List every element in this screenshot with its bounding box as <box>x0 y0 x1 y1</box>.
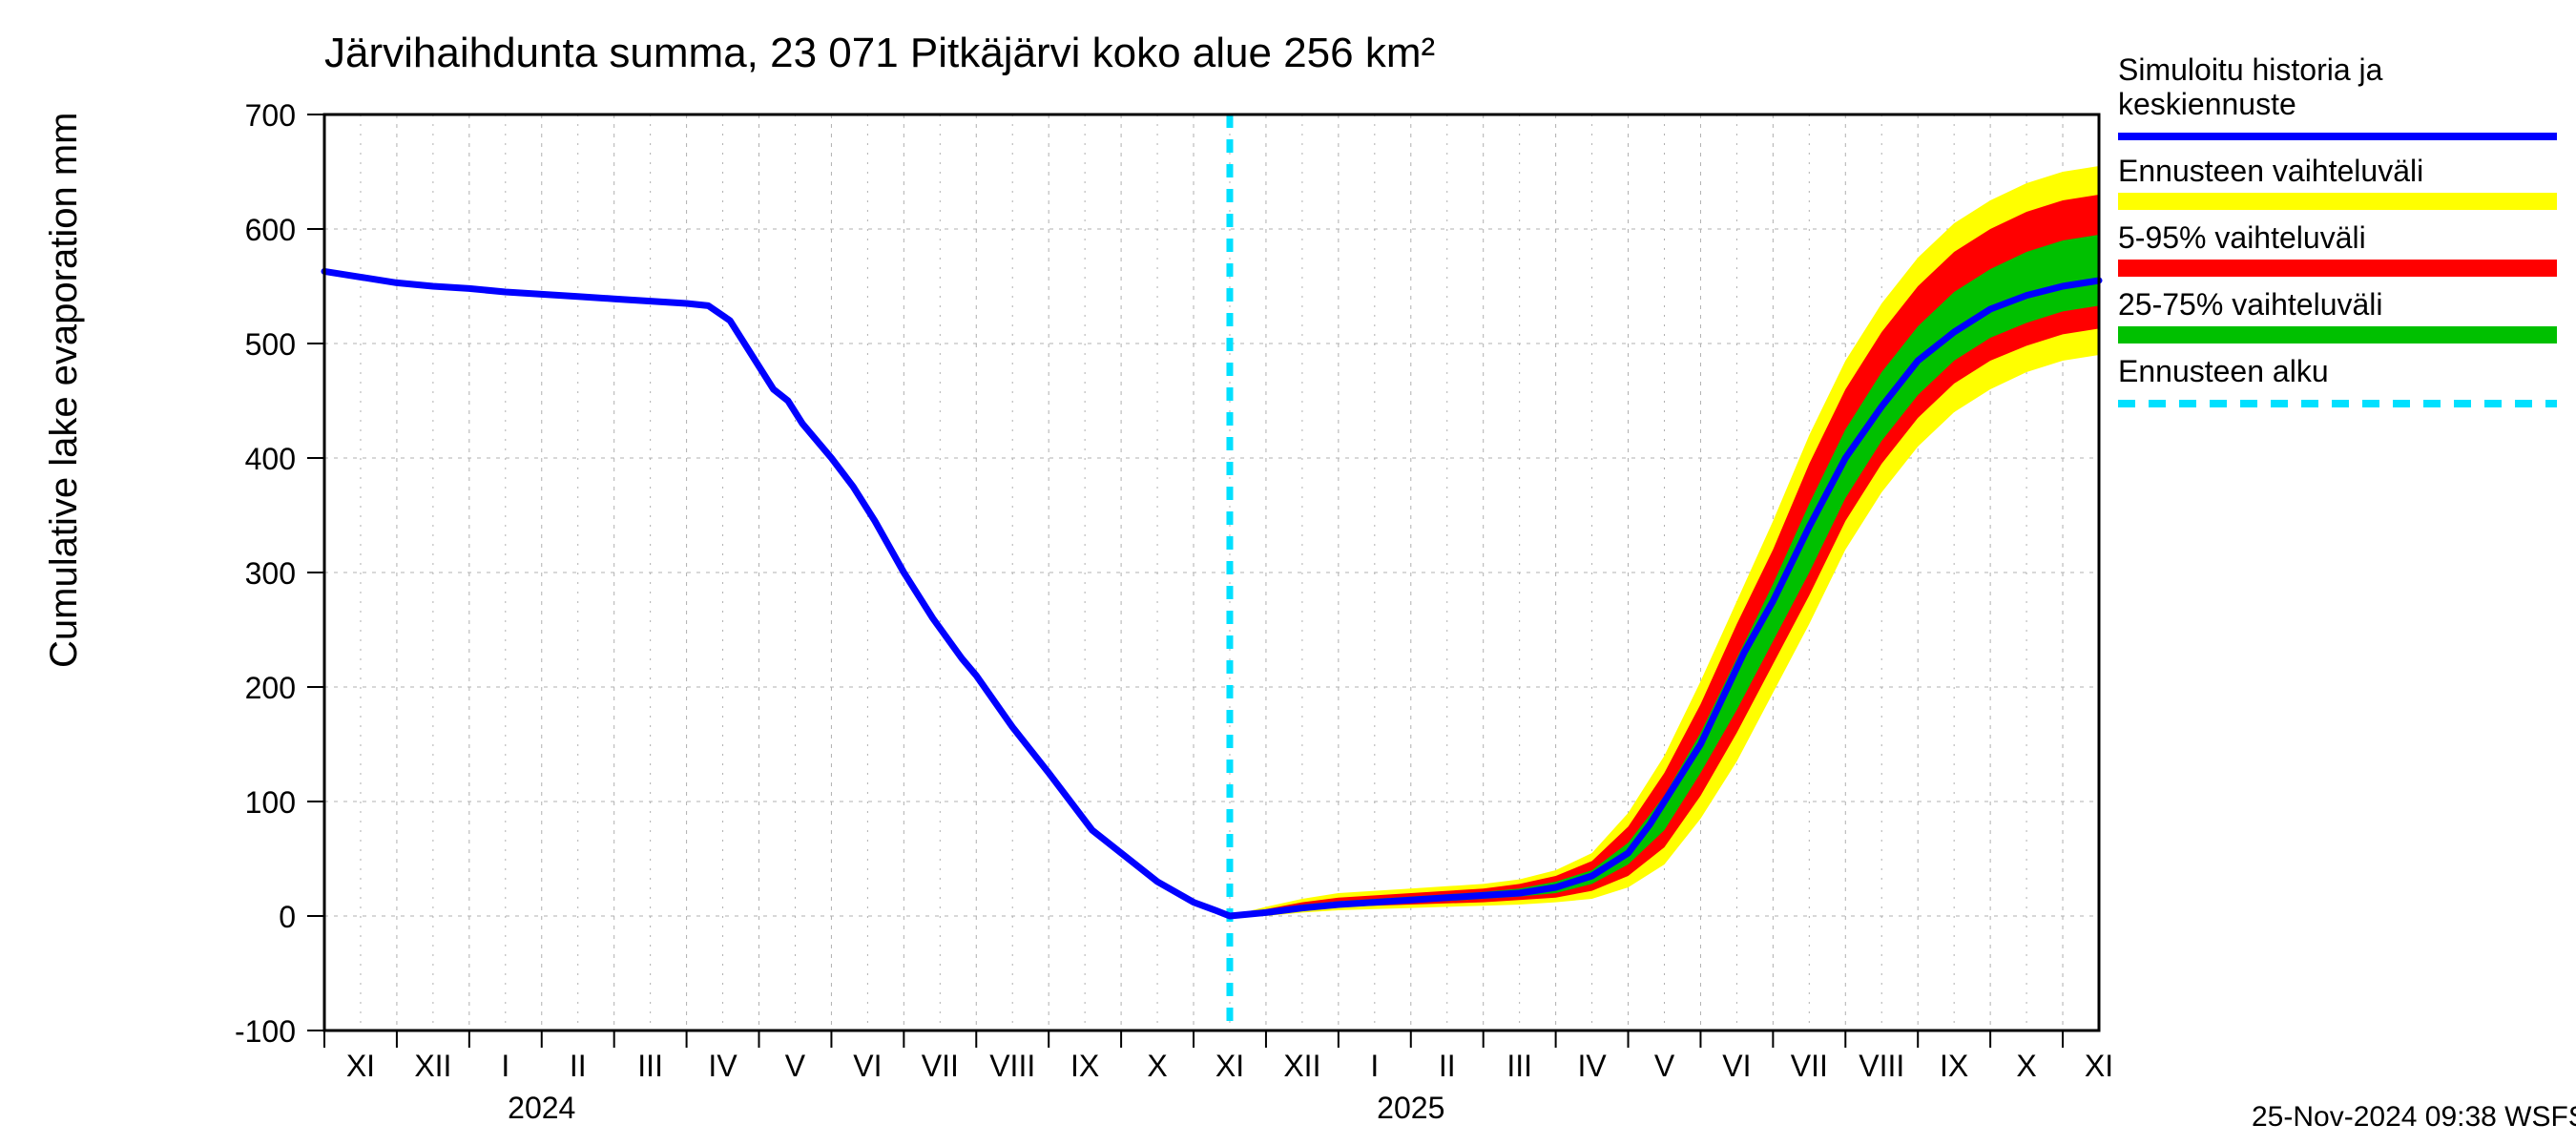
svg-text:XII: XII <box>1283 1049 1320 1083</box>
svg-text:keskiennuste: keskiennuste <box>2118 87 2296 121</box>
svg-text:II: II <box>1439 1049 1456 1083</box>
svg-text:5-95% vaihteluväli: 5-95% vaihteluväli <box>2118 220 2366 255</box>
svg-text:700: 700 <box>245 98 296 133</box>
svg-text:200: 200 <box>245 671 296 705</box>
svg-text:V: V <box>785 1049 806 1083</box>
svg-text:VII: VII <box>922 1049 959 1083</box>
svg-text:X: X <box>1147 1049 1167 1083</box>
svg-text:IX: IX <box>1070 1049 1099 1083</box>
svg-text:VI: VI <box>1722 1049 1751 1083</box>
footer-timestamp: 25-Nov-2024 09:38 WSFS-O <box>2252 1101 2576 1133</box>
chart-title: Järvihaihdunta summa, 23 071 Pitkäjärvi … <box>324 30 1435 76</box>
svg-text:VIII: VIII <box>1859 1049 1904 1083</box>
svg-text:500: 500 <box>245 327 296 362</box>
svg-text:Ennusteen alku: Ennusteen alku <box>2118 354 2329 388</box>
svg-text:XII: XII <box>414 1049 451 1083</box>
svg-text:Simuloitu historia ja: Simuloitu historia ja <box>2118 52 2383 87</box>
svg-text:0: 0 <box>279 900 296 934</box>
svg-text:2024: 2024 <box>508 1091 575 1125</box>
svg-text:600: 600 <box>245 213 296 247</box>
svg-text:X: X <box>2016 1049 2036 1083</box>
svg-text:XI: XI <box>2085 1049 2113 1083</box>
svg-text:-100: -100 <box>235 1014 296 1049</box>
svg-text:XI: XI <box>1215 1049 1244 1083</box>
svg-text:II: II <box>570 1049 587 1083</box>
svg-text:XI: XI <box>346 1049 375 1083</box>
svg-text:V: V <box>1654 1049 1675 1083</box>
svg-text:IV: IV <box>1577 1049 1607 1083</box>
svg-text:400: 400 <box>245 442 296 476</box>
svg-text:2025: 2025 <box>1377 1091 1444 1125</box>
svg-text:III: III <box>637 1049 663 1083</box>
evaporation-chart: Järvihaihdunta summa, 23 071 Pitkäjärvi … <box>0 0 2576 1145</box>
svg-text:IV: IV <box>708 1049 737 1083</box>
svg-text:25-75% vaihteluväli: 25-75% vaihteluväli <box>2118 287 2383 322</box>
svg-text:Ennusteen vaihteluväli: Ennusteen vaihteluväli <box>2118 154 2423 188</box>
svg-text:I: I <box>1370 1049 1379 1083</box>
svg-text:I: I <box>501 1049 509 1083</box>
svg-text:IX: IX <box>1940 1049 1968 1083</box>
svg-text:III: III <box>1506 1049 1532 1083</box>
svg-text:VIII: VIII <box>989 1049 1035 1083</box>
y-axis-label: Cumulative lake evaporation mm <box>43 113 85 668</box>
svg-text:300: 300 <box>245 556 296 591</box>
svg-text:VI: VI <box>853 1049 882 1083</box>
svg-text:VII: VII <box>1791 1049 1828 1083</box>
svg-text:100: 100 <box>245 785 296 820</box>
